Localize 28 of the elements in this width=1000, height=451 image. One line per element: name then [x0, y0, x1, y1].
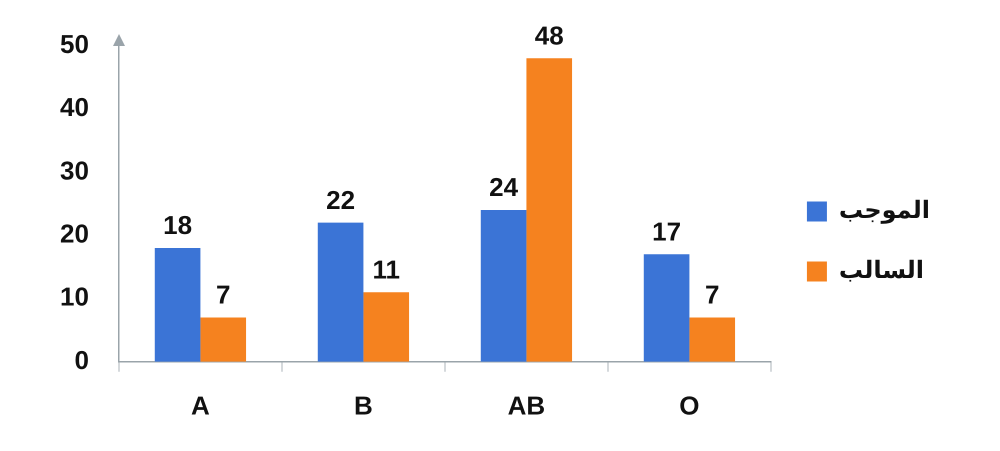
data-label: 7 — [216, 280, 230, 310]
data-label: 17 — [652, 216, 682, 246]
x-tick-label: A — [191, 390, 210, 421]
x-tick-label: O — [679, 390, 700, 421]
bar — [526, 58, 572, 362]
x-tick-label: B — [354, 390, 373, 421]
bar — [200, 318, 246, 362]
bar — [154, 248, 200, 362]
bar — [318, 222, 364, 362]
bar — [689, 318, 736, 362]
data-label: 18 — [163, 210, 192, 240]
bar — [480, 210, 526, 362]
x-tick-label: AB — [508, 390, 546, 421]
data-label: 22 — [326, 184, 356, 215]
data-label: 24 — [489, 172, 519, 202]
bar — [644, 254, 690, 362]
y-tick-label: 30 — [60, 155, 89, 186]
y-tick-label: 40 — [60, 92, 89, 122]
bar — [363, 292, 410, 362]
y-tick-label: 10 — [60, 282, 89, 312]
data-label: 11 — [372, 254, 400, 284]
y-tick-label: 50 — [60, 28, 89, 59]
legend-label: السالب — [838, 257, 924, 284]
y-tick-label: 20 — [60, 218, 89, 248]
data-label: 48 — [534, 20, 564, 50]
legend-label: الموجب — [838, 197, 930, 224]
data-label: 7 — [705, 280, 720, 310]
y-tick-label: 0 — [74, 344, 89, 375]
